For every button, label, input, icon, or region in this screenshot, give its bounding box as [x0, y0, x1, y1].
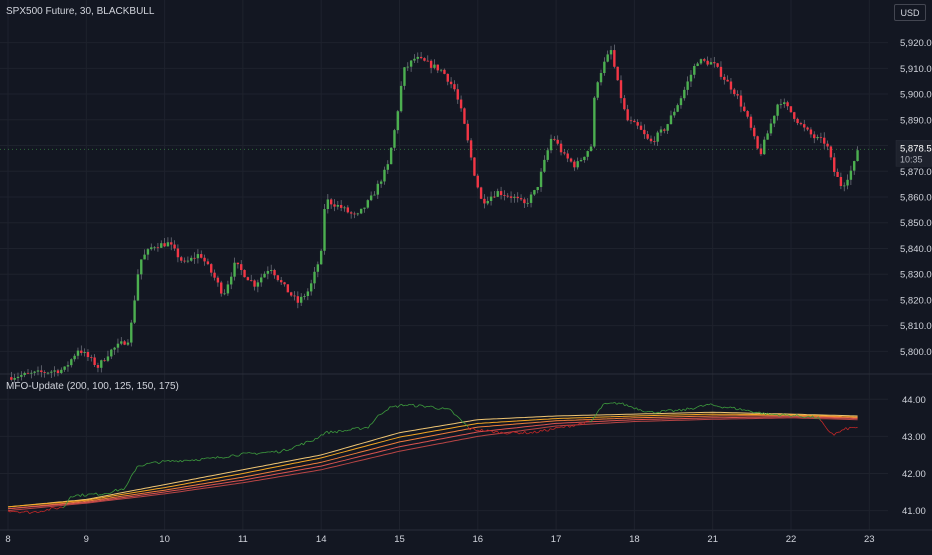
price-tick-label: 5,900.00: [900, 90, 932, 101]
price-tick-label: 5,890.00: [900, 115, 932, 126]
indicator-segment: [155, 462, 157, 463]
time-tick-label: 23: [864, 534, 875, 545]
indicator-segment: [646, 412, 648, 413]
indicator-tick-label: 41.00: [902, 506, 926, 517]
indicator-segment: [707, 404, 709, 405]
indicator-segment: [754, 412, 756, 413]
price-tick-label: 5,910.00: [900, 64, 932, 75]
candle: [323, 204, 325, 255]
time-tick-label: 8: [5, 534, 10, 545]
indicator-segment: [605, 403, 607, 404]
candle: [397, 110, 399, 134]
currency-button[interactable]: USD: [894, 4, 926, 21]
indicator-segment: [208, 458, 210, 459]
time-tick-label: 21: [707, 534, 718, 545]
indicator-segment: [308, 441, 310, 442]
price-tick-label: 5,840.00: [900, 244, 932, 255]
price-tick-label: 5,810.00: [900, 321, 932, 332]
time-tick-label: 22: [786, 534, 797, 545]
last-price-tag: 5,878.5310:35: [896, 140, 932, 166]
indicator-segment: [10, 512, 12, 513]
price-tick-label: 5,820.00: [900, 295, 932, 306]
time-tick-label: 17: [551, 534, 562, 545]
candle: [616, 67, 618, 81]
candle: [247, 277, 249, 281]
indicator-segment: [556, 427, 558, 428]
indicator-segment: [71, 497, 73, 498]
indicator-segment: [149, 463, 151, 464]
time-tick-label: 9: [84, 534, 89, 545]
indicator-segment: [650, 411, 652, 412]
candle: [596, 81, 598, 100]
candle: [470, 138, 472, 160]
candle: [130, 320, 132, 347]
candle: [480, 187, 482, 199]
indicator-segment: [676, 410, 678, 411]
countdown-value: 10:35: [900, 154, 923, 164]
indicator-segment: [188, 460, 190, 461]
symbol-title: SPX500 Future, 30, BLACKBULL: [6, 6, 154, 17]
candle: [390, 147, 392, 164]
indicator-segment: [854, 427, 856, 428]
indicator-segment: [33, 511, 35, 512]
price-tick-label: 5,870.00: [900, 167, 932, 178]
candle: [756, 136, 758, 150]
candle: [463, 107, 465, 124]
indicator-tick-label: 44.00: [902, 395, 926, 406]
candle: [473, 157, 475, 176]
candle: [477, 174, 479, 189]
indicator-segment: [296, 445, 298, 446]
candle: [287, 284, 289, 292]
time-tick-label: 10: [159, 534, 170, 545]
price-tick-label: 5,850.00: [900, 218, 932, 229]
indicator-segment: [249, 453, 251, 454]
indicator-segment: [167, 460, 169, 461]
time-tick-label: 11: [238, 534, 248, 545]
indicator-segment: [409, 404, 411, 405]
candle: [367, 199, 369, 209]
indicator-tick-label: 42.00: [902, 469, 926, 480]
candle: [320, 249, 322, 265]
price-tick-label: 5,860.00: [900, 193, 932, 204]
candle: [393, 129, 395, 151]
indicator-segment: [505, 434, 507, 435]
indicator-title: MFO-Update (200, 100, 125, 150, 175): [6, 381, 179, 392]
price-tick-label: 5,830.00: [900, 270, 932, 281]
time-tick-label: 14: [316, 534, 327, 545]
time-tick-label: 16: [473, 534, 484, 545]
indicator-segment: [223, 458, 225, 459]
price-tick-label: 5,920.00: [900, 38, 932, 49]
price-tick-label: 5,800.00: [900, 347, 932, 358]
indicator-segment: [259, 453, 261, 454]
candle: [360, 209, 362, 214]
indicator-segment: [202, 458, 204, 459]
indicator-segment: [803, 417, 805, 418]
indicator-tick-label: 43.00: [902, 432, 926, 443]
candle: [400, 81, 402, 112]
candle: [593, 96, 595, 148]
time-tick-label: 15: [394, 534, 405, 545]
indicator-segment: [153, 462, 155, 463]
time-tick-label: 18: [629, 534, 640, 545]
candle: [243, 269, 245, 277]
last-price-value: 5,878.53: [900, 143, 932, 154]
candle: [790, 106, 792, 113]
